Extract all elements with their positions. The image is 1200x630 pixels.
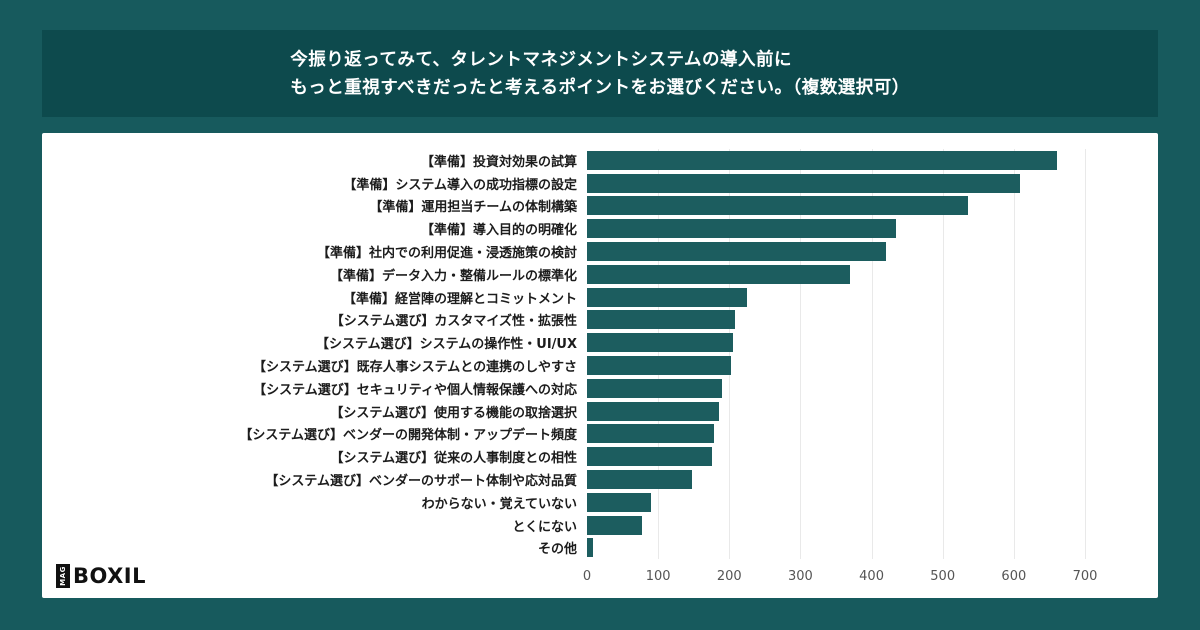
bar [587,401,720,421]
bar [587,378,723,398]
x-axis-tick-label: 300 [788,569,813,585]
bar [587,196,968,216]
chart-row: 【準備】運用担当チームの体制構築 [42,195,1085,218]
bar-label: 【システム選び】既存人事システムとの連携のしやすさ [253,360,577,376]
gridline [658,149,660,560]
gridline-layer [587,149,1086,560]
bar-track [587,378,1085,398]
x-axis-tick-label: 0 [582,569,592,585]
bar-label: 【準備】投資対効果の試算 [420,154,577,170]
bar-label: 【準備】経営陣の理解とコミットメント [342,291,577,307]
bar [587,264,851,284]
bar-track [587,310,1085,330]
bar [587,470,693,490]
bar-track [587,470,1085,490]
bar-track [587,424,1085,444]
chart-row: 【準備】社内での利用促進・浸透施策の検討 [42,240,1085,263]
gridline [800,149,802,560]
bar-track [587,401,1085,421]
bar-track [587,219,1085,239]
bar [587,242,886,262]
x-axis-tick-label: 700 [1072,569,1098,585]
gridline [1085,149,1086,560]
bar-label: 【システム選び】カスタマイズ性・拡張性 [330,314,577,330]
chart-row: とくにない [42,514,1085,537]
bar [587,447,713,467]
bar [587,515,643,535]
boxil-logo-text: BOXIL [73,564,146,588]
bar [587,333,733,353]
bar-label: わからない・覚えていない [421,496,577,512]
chart-row: 【システム選び】システムの操作性・UI/UX [42,331,1085,354]
bar [587,424,715,444]
mag-logo-text: MAG [59,566,68,586]
bar-track [587,538,1085,558]
chart-title: 今振り返ってみて、タレントマネジメントシステムの導入前に もっと重視すべきだった… [290,46,910,102]
x-axis-tick-label: 100 [645,569,671,585]
x-axis-tick-label: 400 [859,569,884,585]
chart-plot-area: 【準備】投資対効果の試算【準備】システム導入の成功指標の設定【準備】運用担当チー… [42,149,1086,560]
bar-track [587,447,1085,467]
chart-row: 【準備】投資対効果の試算 [42,149,1085,172]
chart-card: 【準備】投資対効果の試算【準備】システム導入の成功指標の設定【準備】運用担当チー… [42,133,1158,598]
chart-row: 【システム選び】使用する機能の取捨選択 [42,400,1085,423]
chart-row: 【システム選び】従来の人事制度との相性 [42,445,1085,468]
bar [587,356,732,376]
chart-title-line1: 今振り返ってみて、タレントマネジメントシステムの導入前に [290,49,792,70]
chart-title-line2: もっと重視すべきだったと考えるポイントをお選びください。（複数選択可） [290,77,910,98]
bar [587,538,593,558]
gridline [871,149,873,560]
bar-label: その他 [537,542,577,558]
bar-label: とくにない [512,519,577,535]
bar [587,287,748,307]
bar-label: 【準備】導入目的の明確化 [420,223,577,239]
bar-track [587,515,1085,535]
chart-row: 【システム選び】ベンダーのサポート体制や応対品質 [42,468,1085,491]
gridline [942,149,944,560]
chart-row: 【システム選び】セキュリティや個人情報保護への対応 [42,377,1085,400]
gridline [1013,149,1015,560]
bar-label: 【システム選び】ベンダーのサポート体制や応対品質 [265,474,577,490]
bar [587,219,897,239]
x-axis: 0 100 200 300 400 500 600 700 [583,569,1098,587]
mag-logo-box: MAG [56,564,70,588]
bar-label: 【システム選び】ベンダーの開発体制・アップデート頻度 [239,428,577,444]
bar-label: 【準備】データ入力・整備ルールの標準化 [329,268,577,284]
bar-label: 【システム選び】システムの操作性・UI/UX [316,337,577,353]
bar [587,150,1057,170]
bar-track [587,173,1085,193]
chart-row: 【準備】システム導入の成功指標の設定 [42,172,1085,195]
chart-row: 【システム選び】既存人事システムとの連携のしやすさ [42,354,1085,377]
chart-row: その他 [42,537,1085,560]
bar-track [587,242,1085,262]
gridline [729,149,731,560]
bar [587,492,652,512]
chart-row: 【システム選び】カスタマイズ性・拡張性 [42,309,1085,332]
bar-track [587,287,1085,307]
bar-track [587,264,1085,284]
bar-label: 【システム選び】セキュリティや個人情報保護への対応 [253,382,577,398]
chart-row: 【準備】経営陣の理解とコミットメント [42,286,1085,309]
bar-label: 【システム選び】使用する機能の取捨選択 [330,405,577,421]
bar [587,173,1020,193]
chart-row: 【準備】導入目的の明確化 [42,217,1085,240]
boxil-mag-logo: MAG BOXIL [56,564,146,588]
bar-track [587,333,1085,353]
bar-track [587,196,1085,216]
chart-row: わからない・覚えていない [42,491,1085,514]
x-axis-tick-label: 600 [1001,569,1027,585]
bar-label: 【準備】運用担当チームの体制構築 [369,200,577,216]
chart-row: 【システム選び】ベンダーの開発体制・アップデート頻度 [42,423,1085,446]
bar-track [587,150,1085,170]
chart-title-banner: 今振り返ってみて、タレントマネジメントシステムの導入前に もっと重視すべきだった… [42,30,1158,117]
x-axis-tick-label: 200 [716,569,742,585]
bar-label: 【準備】社内での利用促進・浸透施策の検討 [316,246,577,262]
bar-label: 【システム選び】従来の人事制度との相性 [330,451,577,467]
x-axis-tick-label: 500 [930,569,956,585]
bar-label: 【準備】システム導入の成功指標の設定 [343,177,577,193]
bar-track [587,356,1085,376]
bar-track [587,492,1085,512]
bar [587,310,735,330]
chart-row: 【準備】データ入力・整備ルールの標準化 [42,263,1085,286]
